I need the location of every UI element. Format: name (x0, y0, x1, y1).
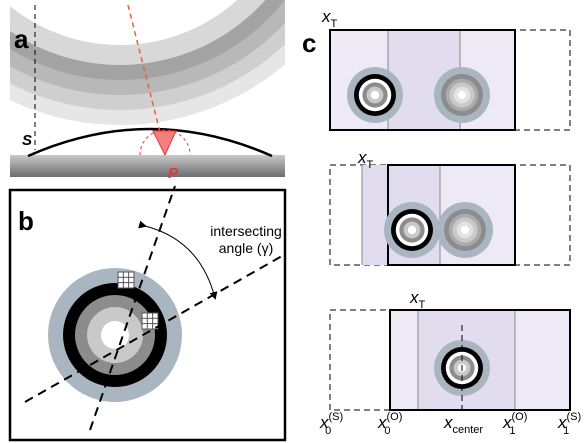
label-sup: (O) (512, 411, 528, 423)
ring (101, 321, 129, 349)
math-label: xT (409, 288, 426, 311)
math-label: x(S)1 (557, 411, 581, 437)
ring (408, 226, 416, 234)
panel-c-art (330, 30, 570, 415)
figure: a S P b intersecting angle (γ) c (() => … (0, 0, 586, 443)
label-base: x (321, 7, 331, 26)
pixel-grid (142, 313, 158, 329)
math-label: x(O)0 (377, 411, 402, 437)
ring-group (48, 268, 182, 402)
pixel-grid (118, 272, 134, 288)
label-sub: T (331, 18, 338, 30)
label-base: x (357, 148, 367, 167)
ring (371, 91, 379, 99)
math-label: xcenter (443, 413, 483, 436)
label-sub: 1 (509, 425, 515, 437)
label-sup: (S) (329, 411, 344, 423)
label-base: x (409, 288, 419, 307)
label-base: x (443, 413, 453, 432)
label-sub: center (453, 424, 484, 436)
panel-a-art (0, 0, 375, 177)
label-sub: 1 (563, 425, 569, 437)
ring (461, 226, 469, 234)
panel-label: c (302, 28, 316, 58)
panel-label: b (18, 206, 34, 236)
label-sup: (S) (567, 411, 582, 423)
label-sub: 0 (384, 425, 390, 437)
label-sup: (O) (387, 411, 403, 423)
point-label: P (168, 165, 179, 182)
annotation: angle (γ) (219, 240, 273, 256)
label-sub: T (419, 299, 426, 311)
panel-label: a (14, 24, 29, 54)
annotation: intersecting (210, 223, 282, 239)
point-label: S (22, 132, 32, 149)
math-label: x(S)0 (319, 411, 343, 437)
math-label: xT (321, 7, 338, 30)
math-label: x(O)1 (502, 411, 527, 437)
label-sub: 0 (325, 425, 331, 437)
label-sub: T (367, 159, 374, 171)
ring (458, 91, 466, 99)
